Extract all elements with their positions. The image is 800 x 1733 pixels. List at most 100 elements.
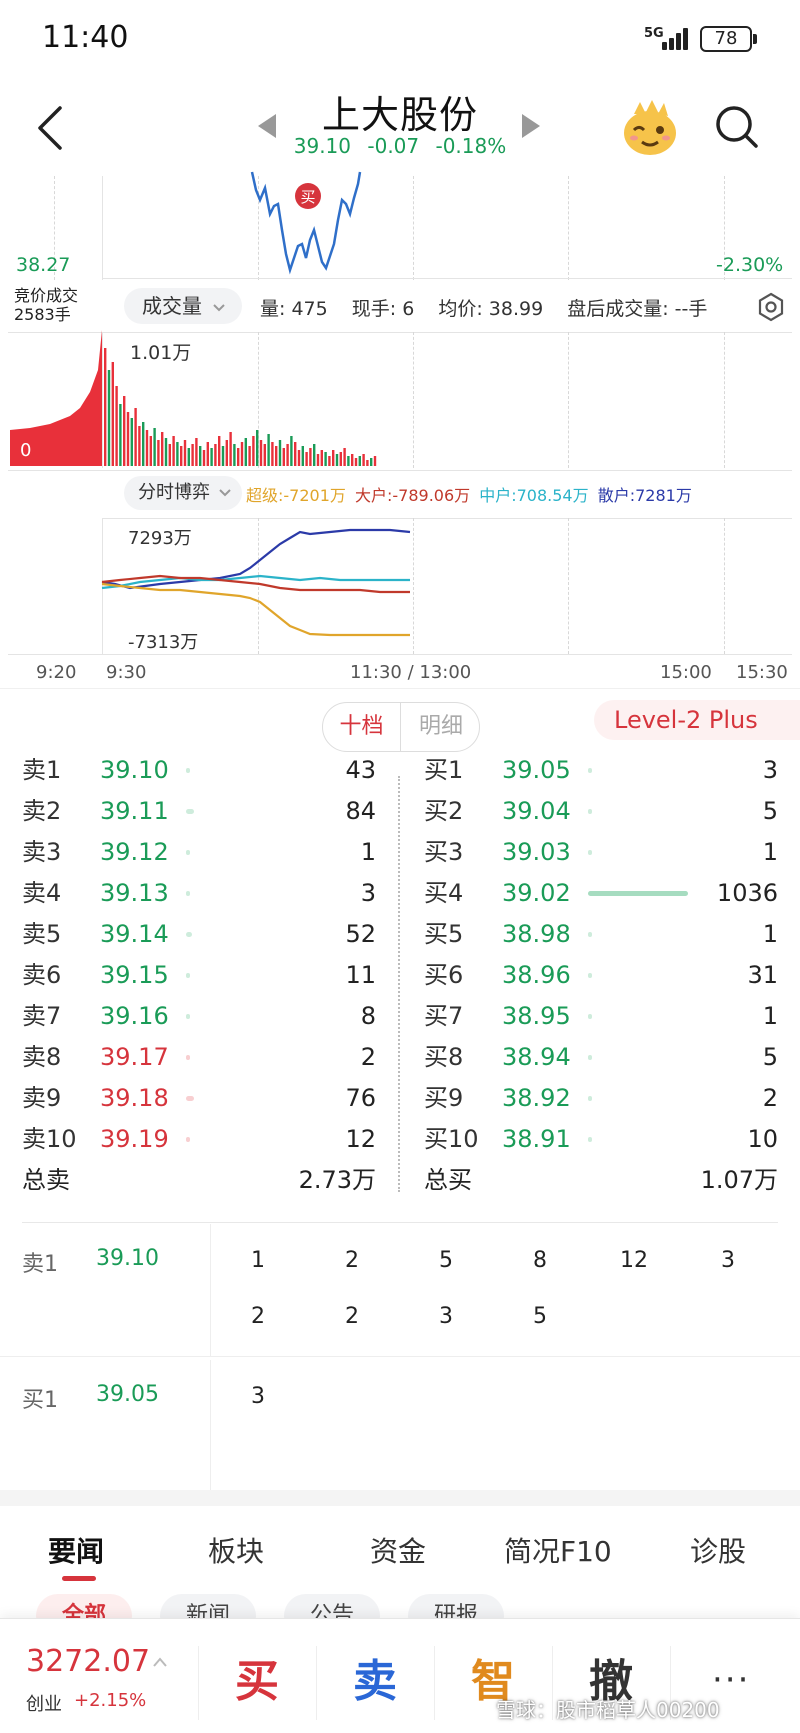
order-level-label: 买6: [424, 961, 464, 989]
order-level-label: 买8: [424, 1043, 464, 1071]
prev-stock-button[interactable]: [258, 114, 276, 142]
ask-row[interactable]: 卖3 39.12 1: [22, 832, 376, 872]
bid-row[interactable]: 买1 39.05 3: [424, 750, 778, 790]
level2-plus-button[interactable]: Level-2 Plus: [594, 700, 800, 740]
flow-left-border: [102, 518, 103, 654]
volume-bar: [176, 442, 179, 466]
next-stock-button[interactable]: [522, 114, 540, 142]
time-label-1130: 11:30 / 13:00: [350, 662, 472, 683]
volume-bar: [370, 458, 373, 466]
volume-bar: [588, 891, 688, 896]
stock-name: 上大股份: [321, 93, 478, 137]
volume-bar: [180, 446, 183, 466]
buy-marker: [295, 183, 321, 209]
ask-row[interactable]: 卖9 39.18 76: [22, 1078, 376, 1118]
tab-funds[interactable]: 资金: [370, 1535, 427, 1568]
volume-bar: [186, 1055, 190, 1060]
time-label-1500: 15:00: [660, 662, 712, 683]
ask-row[interactable]: 卖6 39.15 11: [22, 955, 376, 995]
order-price: 39.12: [100, 838, 169, 866]
ask-row[interactable]: 卖1 39.10 43: [22, 750, 376, 790]
sell-button[interactable]: 卖: [353, 1656, 397, 1707]
back-button[interactable]: [30, 100, 80, 156]
order-volume: 1: [762, 1002, 778, 1030]
tab-depth[interactable]: 十档: [323, 703, 401, 751]
more-button[interactable]: ···: [712, 1660, 751, 1700]
order-book-bottom-line: [22, 1222, 778, 1223]
battery-tip: [753, 34, 757, 44]
volume-bar: [142, 422, 145, 466]
volume-bar: [210, 448, 213, 466]
search-button[interactable]: [712, 102, 762, 152]
bid-row[interactable]: 买10 38.91 10: [424, 1119, 778, 1159]
tab-sector[interactable]: 板块: [208, 1535, 265, 1568]
bid-row[interactable]: 买8 38.94 5: [424, 1037, 778, 1077]
bid-row[interactable]: 买4 39.02 1036: [424, 873, 778, 913]
legend-retail: 散户:7281万: [597, 486, 692, 505]
tab-detail[interactable]: 明细: [418, 714, 463, 739]
cancel-order-button[interactable]: 撤: [589, 1656, 633, 1707]
ask-row[interactable]: 卖8 39.17 2: [22, 1037, 376, 1077]
legend-medium: 中户:708.54万: [479, 486, 589, 505]
volume-bar: [199, 446, 202, 466]
volume-bar: [271, 442, 274, 466]
bar-divider: [316, 1646, 317, 1720]
bid-row[interactable]: 买6 38.96 31: [424, 955, 778, 995]
flow-gridline: [724, 518, 725, 654]
volume-bar: [240, 442, 244, 466]
index-name: 创业: [26, 1694, 62, 1715]
price-low-label: 38.27: [16, 254, 71, 276]
mascot-icon[interactable]: [620, 100, 680, 158]
bar-divider: [670, 1646, 671, 1720]
bid-row[interactable]: 买9 38.92 2: [424, 1078, 778, 1118]
volume-indicator-dropdown[interactable]: 成交量: [124, 288, 242, 324]
chart-settings-button[interactable]: [756, 292, 786, 322]
status-bar: 11:40 5G 78: [0, 0, 800, 80]
flow-indicator-dropdown[interactable]: 分时博弈: [124, 476, 242, 510]
volume-bar: [328, 456, 331, 466]
order-volume: 1036: [716, 879, 778, 907]
volume-bar: [588, 850, 592, 855]
tab-f10[interactable]: 简况F10: [504, 1535, 612, 1568]
volume-bar: [186, 850, 190, 855]
volume-bar: [252, 436, 255, 466]
triangle-left-icon: [258, 114, 276, 138]
ask-row[interactable]: 卖2 39.11 84: [22, 791, 376, 831]
volume-bar: [119, 404, 122, 466]
volume-bar: [130, 418, 133, 466]
tab-news[interactable]: 要闻: [48, 1535, 105, 1568]
bid-row[interactable]: 买3 39.03 1: [424, 832, 778, 872]
medium-line: [101, 574, 410, 590]
volume-bar: [168, 444, 171, 466]
volume-bar: [186, 1137, 190, 1142]
smart-trade-button[interactable]: 智: [471, 1656, 515, 1707]
queue-order: 3: [721, 1248, 735, 1273]
volume-bar: [221, 446, 225, 466]
flow-gridline: [258, 518, 259, 654]
tab-diagnosis[interactable]: 诊股: [690, 1535, 747, 1568]
ask-row[interactable]: 卖7 39.16 8: [22, 996, 376, 1036]
bid-row[interactable]: 买2 39.04 5: [424, 791, 778, 831]
buy-button[interactable]: 买: [235, 1656, 279, 1707]
order-price: 39.13: [100, 879, 169, 907]
bid-row[interactable]: 买5 38.98 1: [424, 914, 778, 954]
stat-after: 盘后成交量: --手: [567, 298, 708, 320]
bid-row[interactable]: 买7 38.95 1: [424, 996, 778, 1036]
flow-dropdown-label: 分时博弈: [138, 482, 210, 503]
ask-row[interactable]: 卖10 39.19 12: [22, 1119, 376, 1159]
order-level-label: 卖6: [22, 961, 62, 989]
index-pct: +2.15%: [74, 1690, 147, 1711]
order-price: 38.96: [502, 961, 571, 989]
stock-price: 39.10: [293, 134, 352, 158]
ask-row[interactable]: 卖5 39.14 52: [22, 914, 376, 954]
volume-bar: [126, 412, 130, 466]
volume-bar: [354, 458, 358, 466]
ask-row[interactable]: 卖4 39.13 3: [22, 873, 376, 913]
order-price: 39.14: [100, 920, 169, 948]
chart-left-border: [102, 176, 103, 280]
auction-volume: 2583手: [14, 305, 71, 324]
price-line-chart: 买: [250, 171, 362, 275]
legend-super: 超级:-7201万: [246, 486, 346, 505]
volume-bar: [588, 1137, 592, 1142]
index-value[interactable]: 3272.07: [26, 1644, 151, 1679]
